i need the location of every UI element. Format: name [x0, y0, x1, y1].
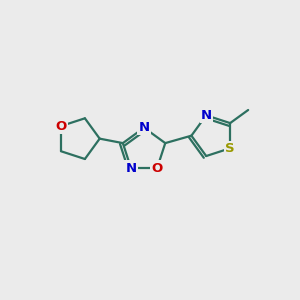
Text: S: S	[225, 142, 235, 155]
Text: N: N	[139, 121, 150, 134]
Text: O: O	[152, 161, 163, 175]
Text: O: O	[55, 120, 67, 133]
Text: N: N	[201, 109, 212, 122]
Text: N: N	[125, 161, 136, 175]
